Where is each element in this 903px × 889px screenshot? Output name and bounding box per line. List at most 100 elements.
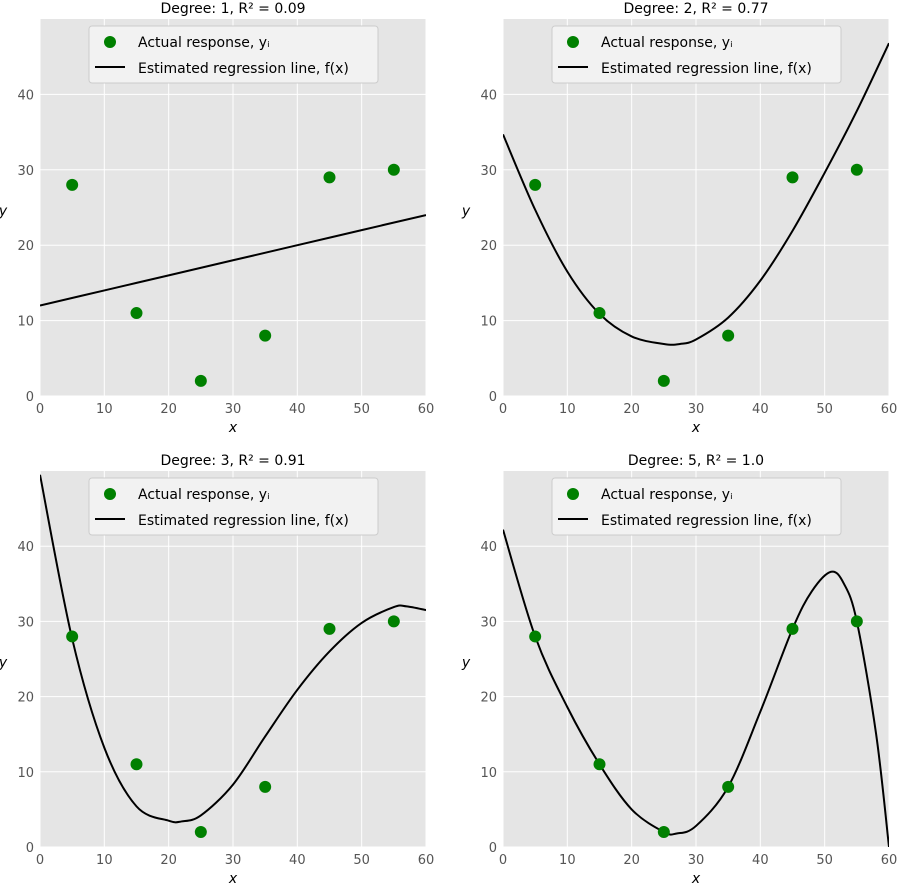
data-point: [323, 622, 336, 635]
data-point: [323, 171, 336, 184]
y-tick-label: 40: [17, 88, 34, 103]
y-tick-label: 30: [480, 164, 497, 179]
data-point: [66, 178, 79, 191]
x-axis-label: x: [228, 420, 238, 436]
x-tick-label: 50: [353, 402, 370, 417]
y-tick-label: 20: [480, 239, 497, 254]
data-point: [387, 163, 400, 176]
chart-title: Degree: 3, R² = 0.91: [160, 453, 305, 469]
y-tick-label: 40: [17, 540, 34, 555]
x-tick-label: 20: [623, 853, 640, 868]
x-tick-label: 50: [353, 853, 370, 868]
legend: Actual response, yᵢ Estimated regression …: [551, 477, 842, 536]
x-tick-label: 60: [418, 853, 435, 868]
x-tick-label: 40: [752, 402, 769, 417]
chart-panel-2: 0 10 20 30 40 50 60 0 10 20 30 40 x y Degree: 2, R² = …: [461, 1, 897, 436]
y-tick-label: 0: [26, 841, 34, 856]
y-tick-label: 20: [480, 691, 497, 706]
x-tick-label: 10: [96, 853, 113, 868]
legend: Actual response, yᵢ Estimated regression …: [551, 25, 842, 84]
data-point: [722, 780, 735, 793]
y-axis-label: y: [461, 655, 471, 671]
regression-line: [40, 474, 426, 824]
legend: Actual response, yᵢ Estimated regression …: [88, 477, 379, 536]
data-point: [529, 630, 542, 643]
y-tick-label: 30: [17, 164, 34, 179]
data-point: [593, 758, 606, 771]
data-point: [130, 758, 143, 771]
legend-label-line: Estimated regression line, f(x): [138, 513, 349, 529]
x-tick-label: 10: [559, 853, 576, 868]
x-axis-label: x: [691, 871, 701, 887]
y-tick-label: 10: [480, 766, 497, 781]
legend-label-points: Actual response, yᵢ: [601, 487, 733, 503]
x-tick-label: 20: [160, 402, 177, 417]
data-point: [786, 171, 799, 184]
x-tick-label: 60: [418, 402, 435, 417]
legend-label-points: Actual response, yᵢ: [138, 35, 270, 51]
chart-title: Degree: 5, R² = 1.0: [628, 453, 764, 469]
data-point: [387, 615, 400, 628]
data-point: [66, 630, 79, 643]
x-tick-label: 30: [688, 853, 705, 868]
x-tick-label: 10: [96, 402, 113, 417]
legend: Actual response, yᵢ Estimated regression …: [88, 25, 379, 84]
data-point: [657, 374, 670, 387]
x-tick-label: 20: [623, 402, 640, 417]
x-tick-label: 40: [752, 853, 769, 868]
data-point: [259, 780, 272, 793]
data-point: [593, 307, 606, 320]
x-tick-label: 30: [688, 402, 705, 417]
y-tick-label: 10: [480, 315, 497, 330]
data-point: [529, 178, 542, 191]
y-tick-label: 40: [480, 540, 497, 555]
regression-line: [40, 214, 426, 307]
data-point: [259, 329, 272, 342]
y-tick-label: 0: [489, 390, 497, 405]
y-tick-label: 20: [17, 239, 34, 254]
data-point: [130, 307, 143, 320]
data-point: [657, 825, 670, 838]
x-tick-label: 10: [559, 402, 576, 417]
legend-box: [551, 25, 842, 84]
regression-line: [503, 42, 889, 346]
x-axis-label: x: [228, 871, 238, 887]
x-tick-label: 60: [881, 402, 898, 417]
legend-marker-points: [104, 36, 116, 48]
data-point: [194, 825, 207, 838]
x-tick-label: 0: [499, 402, 507, 417]
y-axis-label: y: [0, 655, 8, 671]
y-tick-label: 0: [26, 390, 34, 405]
x-tick-label: 50: [816, 853, 833, 868]
x-tick-label: 50: [816, 402, 833, 417]
legend-marker-points: [104, 488, 116, 500]
legend-label-points: Actual response, yᵢ: [138, 487, 270, 503]
x-tick-label: 0: [36, 402, 44, 417]
y-tick-label: 20: [17, 691, 34, 706]
x-tick-label: 60: [881, 853, 898, 868]
y-tick-label: 30: [480, 615, 497, 630]
data-point: [786, 622, 799, 635]
chart-panel-4: 0 10 20 30 40 50 60 0 10 20 30 40 x y Degree: 5, R² = …: [461, 453, 897, 887]
y-axis-label: y: [0, 204, 8, 220]
legend-label-line: Estimated regression line, f(x): [601, 61, 812, 77]
legend-label-line: Estimated regression line, f(x): [601, 513, 812, 529]
x-axis-label: x: [691, 420, 701, 436]
chart-panel-1: 0 10 20 30 40 50 60 0 10 20 30 40 x y Degree: 1, R² = …: [0, 1, 434, 436]
chart-title: Degree: 1, R² = 0.09: [160, 1, 305, 17]
y-tick-label: 10: [17, 315, 34, 330]
legend-box: [88, 25, 379, 84]
legend-label-points: Actual response, yᵢ: [601, 35, 733, 51]
y-tick-label: 10: [17, 766, 34, 781]
x-tick-label: 40: [289, 402, 306, 417]
legend-box: [88, 477, 379, 536]
x-tick-label: 0: [36, 853, 44, 868]
y-axis-label: y: [461, 204, 471, 220]
chart-panel-3: 0 10 20 30 40 50 60 0 10 20 30 40 x y Degree: 3, R² = …: [0, 453, 434, 887]
data-point: [722, 329, 735, 342]
x-tick-label: 20: [160, 853, 177, 868]
chart-title: Degree: 2, R² = 0.77: [623, 1, 768, 17]
x-tick-label: 40: [289, 853, 306, 868]
y-tick-label: 40: [480, 88, 497, 103]
